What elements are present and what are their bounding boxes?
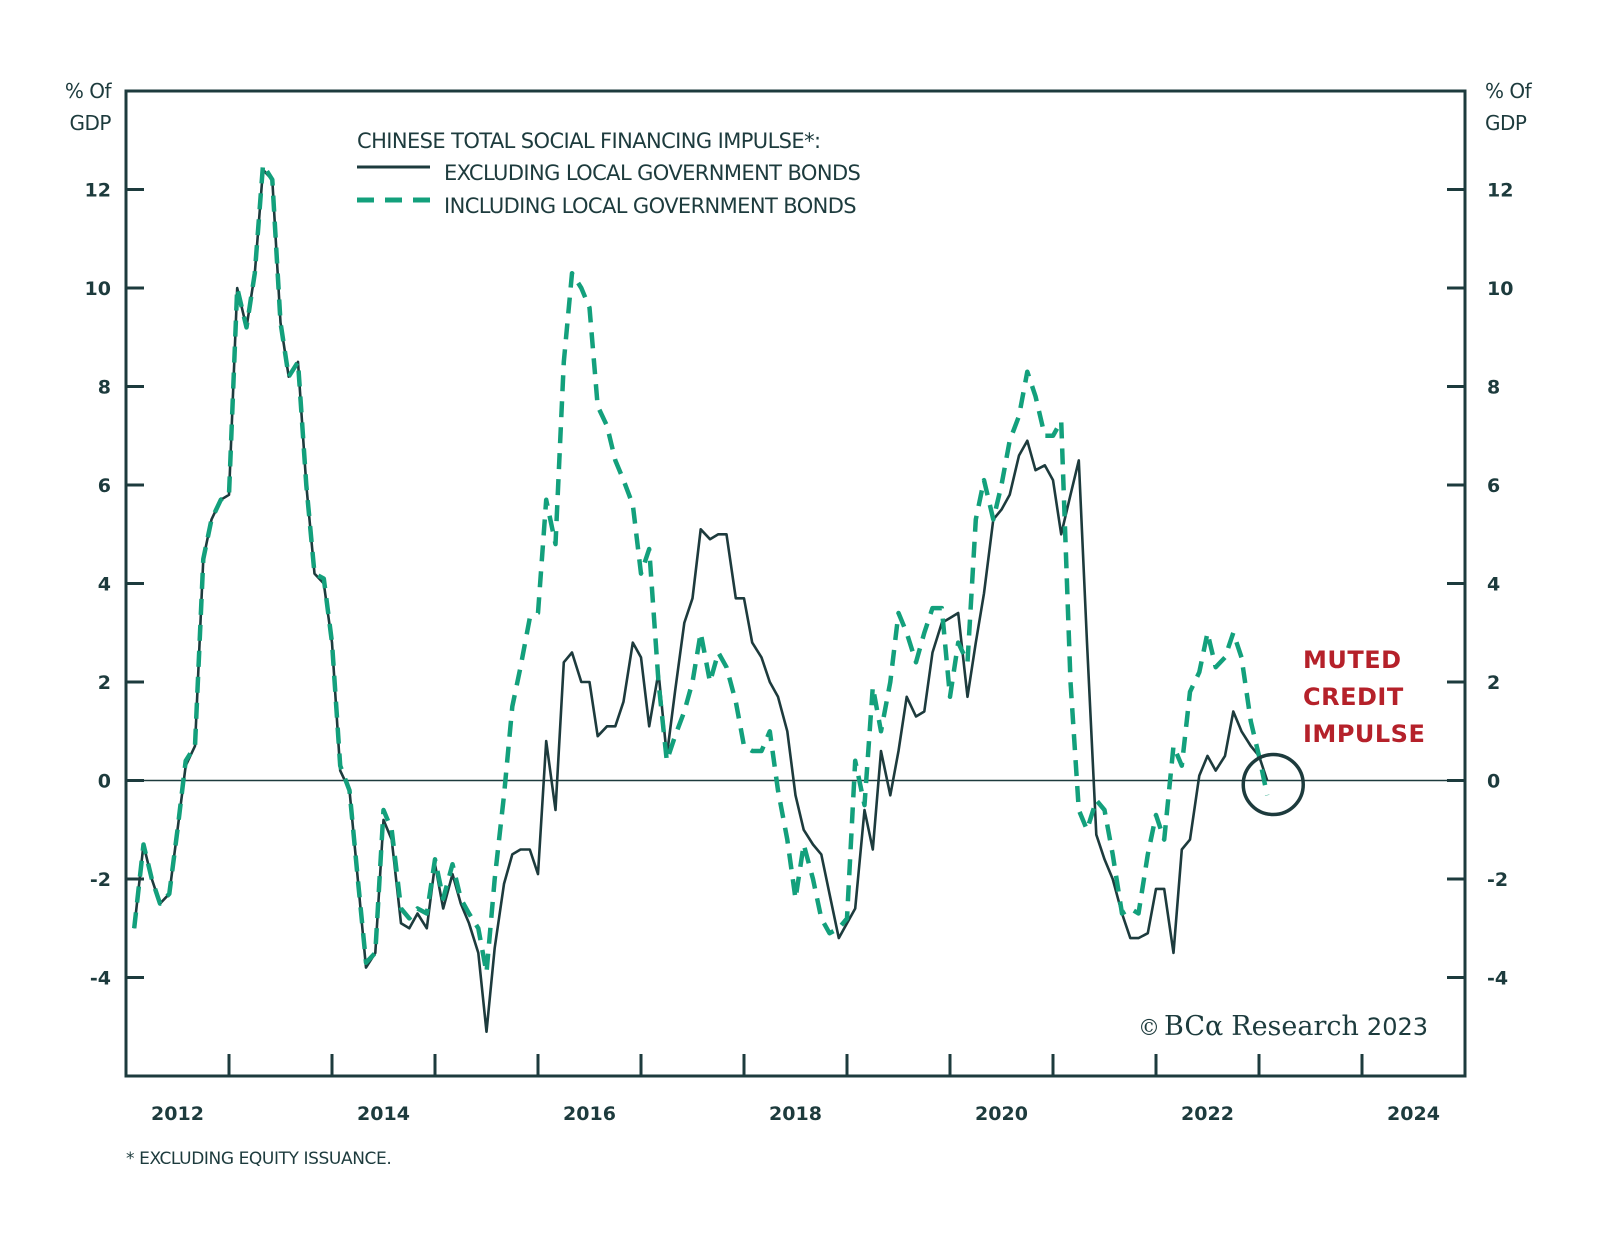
x-tick-label: 2014 [357,1103,410,1125]
copyright-brand: BCα [1164,1011,1223,1042]
left-unit-label-line1: % Of [65,79,113,103]
y-tick-label-right: 0 [1487,771,1500,793]
y-tick-label-left: 8 [98,377,111,399]
series-layer [131,162,1270,1033]
y-tick-label-left: 2 [98,672,111,694]
y-tick-label-right: -4 [1487,968,1508,990]
y-tick-label-left: 12 [85,180,111,202]
y-tick-label-left: -4 [90,968,111,990]
right-unit-label-line1: % Of [1485,79,1533,103]
y-tick-label-left: 10 [85,278,111,300]
series-line-excluding-lgb [132,168,1269,1033]
copyright-year: 2023 [1367,1013,1428,1041]
right-unit-label-line2: GDP [1485,111,1527,135]
y-tick-label-right: 10 [1487,278,1513,300]
plot-frame [124,89,1467,1078]
legend-item-excluding: EXCLUDING LOCAL GOVERNMENT BONDS [444,161,861,185]
annotation-line-2: CREDIT [1303,683,1404,711]
copyright-name: Research [1231,1011,1359,1042]
annotation-muted-credit-impulse: MUTED CREDIT IMPULSE [1241,646,1425,817]
x-tick-label: 2016 [563,1103,616,1125]
y-tick-label-right: -2 [1487,869,1508,891]
x-tick-label: 2012 [151,1103,204,1125]
y-tick-label-right: 8 [1487,377,1500,399]
left-unit-label-line2: GDP [70,111,112,135]
annotation-circle-marker [1241,752,1305,817]
y-tick-label-left: 0 [98,771,111,793]
copyright: © BCα Research 2023 [1138,1011,1428,1042]
y-tick-label-right: 2 [1487,672,1500,694]
annotation-line-1: MUTED [1303,646,1402,674]
legend-item-including: INCLUDING LOCAL GOVERNMENT BONDS [444,194,856,218]
x-axis-ticks: 2012 2014 2016 2018 2020 2022 2024 [151,1054,1440,1125]
y-tick-label-left: 6 [98,475,111,497]
series-line-including-lgb [131,162,1270,975]
copyright-symbol: © [1138,1016,1160,1041]
y-tick-label-left: -2 [90,869,111,891]
y-tick-label-left: 4 [98,574,111,596]
y-tick-label-right: 6 [1487,475,1500,497]
y-tick-label-right: 4 [1487,574,1500,596]
legend-title: CHINESE TOTAL SOCIAL FINANCING IMPULSE*: [357,129,820,153]
legend: CHINESE TOTAL SOCIAL FINANCING IMPULSE*:… [357,129,861,218]
legend-title-mark: *: [804,129,820,153]
annotation-line-3: IMPULSE [1303,720,1425,748]
y-axis-ticks: -4 -4 -2 -2 0 0 2 2 4 4 6 6 8 8 10 10 12 12 [85,180,1514,990]
x-tick-label: 2024 [1387,1103,1440,1125]
x-tick-label: 2020 [975,1103,1028,1125]
x-tick-label: 2018 [769,1103,822,1125]
x-tick-label: 2022 [1181,1103,1234,1125]
footnote: * EXCLUDING EQUITY ISSUANCE. [126,1149,391,1169]
y-tick-label-right: 12 [1487,180,1513,202]
